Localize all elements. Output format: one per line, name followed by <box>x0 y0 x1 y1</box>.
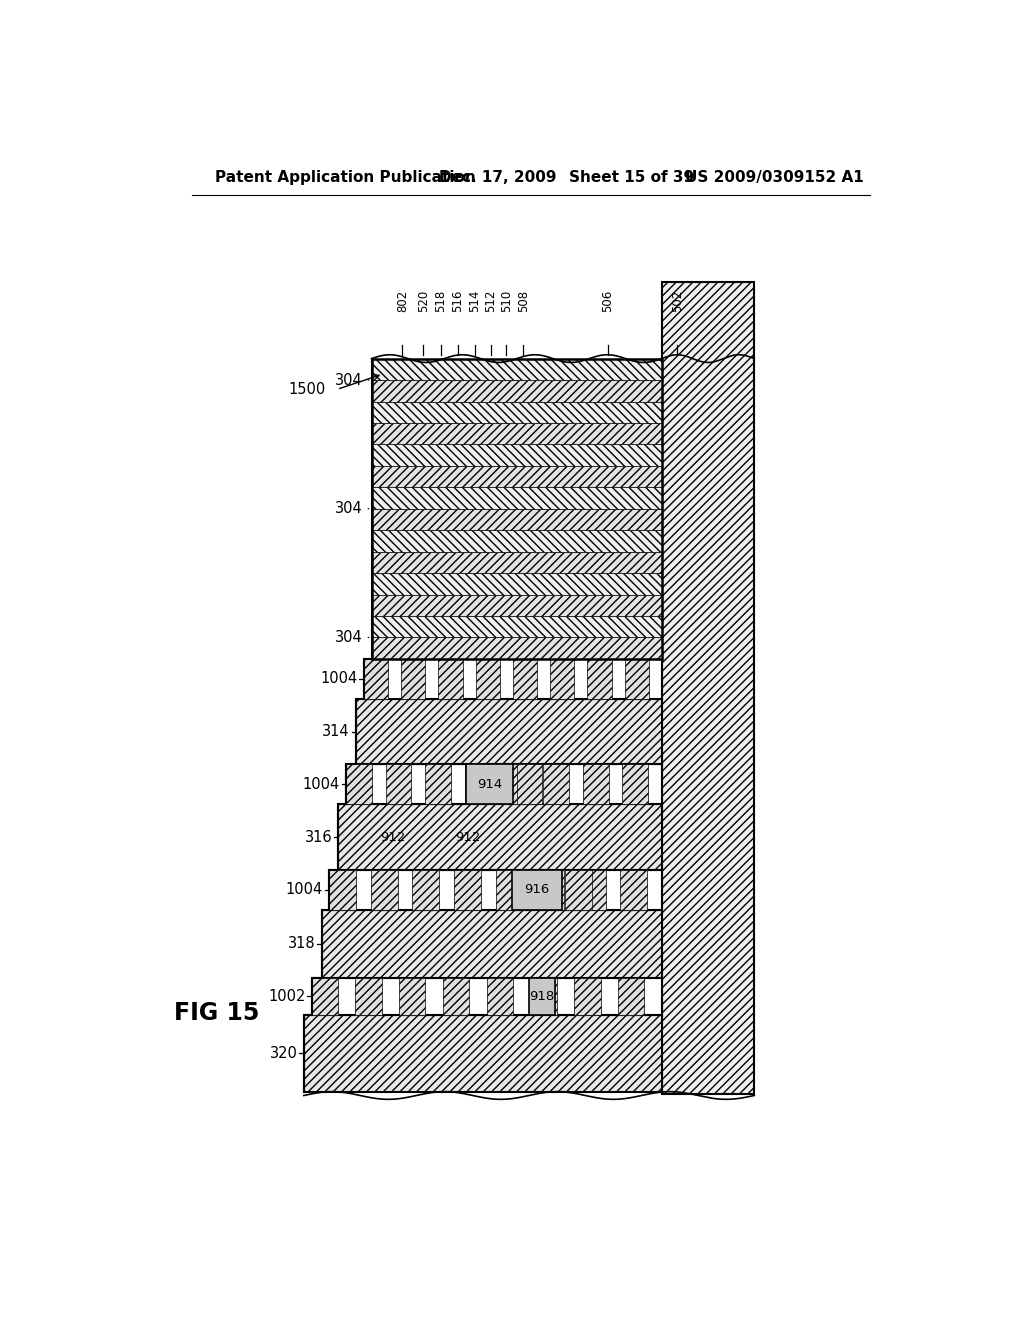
Bar <box>356 700 662 764</box>
Text: 912: 912 <box>380 830 406 843</box>
Bar <box>372 552 662 573</box>
Text: 918: 918 <box>529 990 554 1003</box>
Text: 914: 914 <box>477 777 503 791</box>
Bar <box>346 764 372 804</box>
Bar <box>618 978 644 1015</box>
Bar <box>443 978 469 1015</box>
Text: 514: 514 <box>468 290 481 313</box>
Text: 518: 518 <box>434 290 447 313</box>
Bar <box>413 870 439 909</box>
Text: 516: 516 <box>452 290 464 313</box>
Text: 304: 304 <box>335 372 362 388</box>
Bar <box>662 281 755 1094</box>
Bar <box>454 870 481 909</box>
Text: Dec. 17, 2009: Dec. 17, 2009 <box>438 170 556 185</box>
Bar <box>372 359 662 380</box>
Bar <box>513 659 537 700</box>
Bar <box>465 764 490 804</box>
Bar <box>516 764 543 804</box>
Text: 1500: 1500 <box>288 381 326 397</box>
Bar <box>372 594 662 616</box>
Bar <box>330 870 356 909</box>
Bar <box>425 764 451 804</box>
Bar <box>372 638 662 659</box>
Bar <box>401 659 425 700</box>
Text: 502: 502 <box>671 290 684 313</box>
Bar <box>311 978 338 1015</box>
Text: 802: 802 <box>396 290 409 313</box>
Bar <box>355 978 382 1015</box>
Bar <box>371 870 398 909</box>
Text: 508: 508 <box>517 290 529 313</box>
Bar <box>372 508 662 531</box>
Bar <box>372 380 662 401</box>
Bar <box>512 870 562 909</box>
Bar <box>579 870 606 909</box>
Bar <box>544 764 569 804</box>
Bar <box>372 487 662 508</box>
Text: Sheet 15 of 39: Sheet 15 of 39 <box>569 170 694 185</box>
Text: 1002: 1002 <box>268 989 305 1003</box>
Text: 304: 304 <box>335 502 362 516</box>
Text: 320: 320 <box>269 1045 298 1061</box>
Bar <box>504 764 529 804</box>
Bar <box>466 764 513 804</box>
Bar <box>372 359 662 659</box>
Text: Patent Application Publication: Patent Application Publication <box>215 170 476 185</box>
Text: 512: 512 <box>484 290 498 313</box>
Bar <box>528 978 555 1015</box>
Bar <box>386 764 412 804</box>
Bar <box>372 466 662 487</box>
Text: 506: 506 <box>601 290 614 313</box>
Text: 510: 510 <box>500 290 513 313</box>
Bar <box>372 531 662 552</box>
Text: 1004: 1004 <box>303 777 340 792</box>
Text: 1004: 1004 <box>321 672 357 686</box>
Bar <box>372 616 662 638</box>
Bar <box>372 445 662 466</box>
Bar <box>550 659 574 700</box>
Text: 304: 304 <box>335 630 362 645</box>
Bar <box>574 978 600 1015</box>
Bar <box>438 659 463 700</box>
Bar <box>372 573 662 594</box>
Bar <box>565 870 592 909</box>
Bar <box>311 978 662 1015</box>
Bar <box>621 870 647 909</box>
Bar <box>583 764 608 804</box>
Bar <box>399 978 425 1015</box>
Bar <box>330 870 662 909</box>
Bar <box>372 422 662 445</box>
Bar <box>475 659 500 700</box>
Bar <box>588 659 611 700</box>
Bar <box>623 764 648 804</box>
Text: 1004: 1004 <box>286 882 323 898</box>
Bar <box>486 978 513 1015</box>
Text: 314: 314 <box>323 725 350 739</box>
Text: 520: 520 <box>417 290 430 313</box>
Text: 912: 912 <box>456 830 481 843</box>
Bar <box>496 870 522 909</box>
Bar <box>364 659 662 700</box>
Text: 318: 318 <box>288 936 315 952</box>
Bar <box>530 978 557 1015</box>
Bar <box>372 401 662 422</box>
Bar <box>339 804 662 870</box>
Bar <box>625 659 649 700</box>
Bar <box>322 909 662 978</box>
Text: FIG 15: FIG 15 <box>174 1001 259 1026</box>
Text: US 2009/0309152 A1: US 2009/0309152 A1 <box>685 170 863 185</box>
Bar <box>538 870 564 909</box>
Bar <box>364 659 388 700</box>
Text: 916: 916 <box>524 883 550 896</box>
Text: 316: 316 <box>305 830 333 845</box>
Bar <box>346 764 662 804</box>
Bar <box>304 1015 662 1092</box>
